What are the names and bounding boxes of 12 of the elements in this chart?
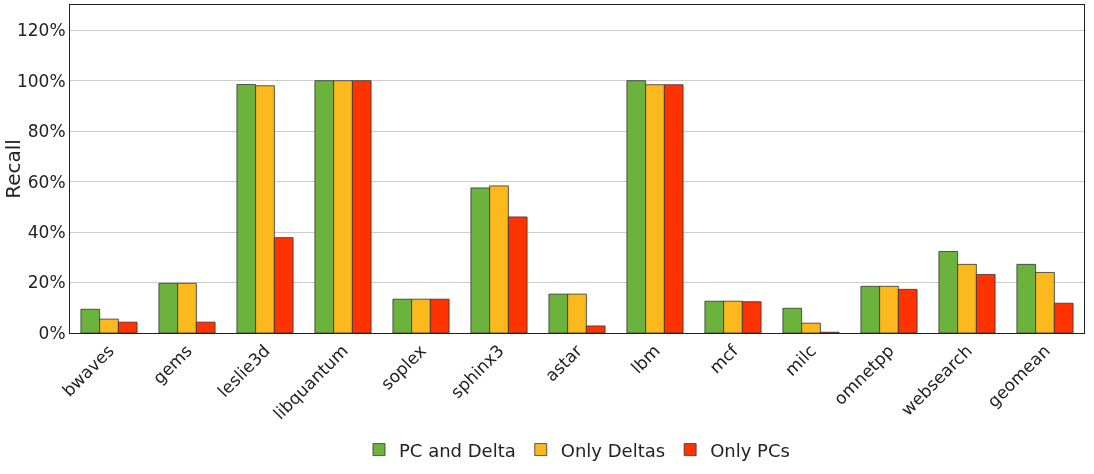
- y-tick-label: 120%: [16, 20, 66, 41]
- y-axis-title: Recall: [1, 139, 25, 199]
- legend-label: Only Deltas: [560, 439, 666, 461]
- x-tick-label: lbm: [627, 340, 664, 378]
- y-tick-label: 60%: [27, 171, 66, 192]
- y-tick-label: 80%: [27, 121, 66, 142]
- y-tick-label: 40%: [27, 222, 66, 243]
- y-tick-label: 20%: [27, 272, 66, 293]
- legend-label: Only PCs: [710, 439, 790, 461]
- y-tick-label: 0%: [38, 322, 66, 343]
- legend-label: PC and Delta: [399, 439, 516, 461]
- y-tick-label: 100%: [16, 70, 66, 91]
